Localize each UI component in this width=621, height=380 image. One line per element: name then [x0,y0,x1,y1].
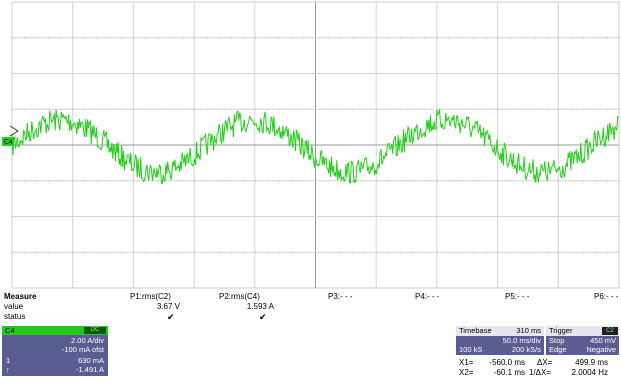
trigger-label: Trigger [549,326,573,335]
measure-param-p2-value: 1.593 A [246,302,274,311]
channel-cursor-1-value: 630 mA [78,356,104,365]
measure-title: Measure [4,292,37,301]
channel-cursor-2-value: -1.491 A [76,365,104,374]
cursor-freq-value: 2.0004 Hz [571,368,608,377]
trace-marker-c4[interactable]: C4 [2,137,14,146]
channel-scale: 2.00 A/div [71,336,104,345]
measure-param-p1-value: 3.67 V [156,302,180,311]
measure-param-p3-name[interactable]: P3:- - - [328,292,353,301]
timebase-descriptor[interactable]: Timebase 310 ms 50.0 ms/div 100 kS 200 k… [456,326,544,355]
measure-param-p6-name[interactable]: P6:- - - [594,292,619,301]
trigger-slope: Negative [586,345,616,354]
measure-row-value-label: value [4,302,24,311]
channel-name: C4 [5,326,15,335]
timebase-delay: 310 ms [516,326,541,335]
measure-row-status-label: status [4,312,26,321]
channel-c4-header: C4 DC [2,326,108,335]
measure-p2-status-check-icon: ✔ [259,312,267,322]
trigger-mode: Stop [549,336,565,345]
cursor-x2-label: X2= [459,368,474,377]
cursor-freq-label: 1/ΔX= [529,368,552,377]
timebase-header: Timebase 310 ms [456,326,544,336]
channel-cursor-1-marker: 1 [6,356,11,365]
trigger-type: Edge [549,345,567,354]
channel-cursor-2-marker: ↑ [6,365,10,374]
cursor-x1-value: -560.0 ms [489,358,525,367]
trigger-header: Trigger C2 [546,326,619,336]
channel-offset: -100 mA ofst [61,345,104,354]
cursor-x2-value: -60.1 ms [493,368,525,377]
timebase-rate: 200 kS/s [511,345,541,354]
measure-param-p1-name[interactable]: P1:rms(C2) [130,292,171,301]
channel-c4-descriptor[interactable]: C4 DC 2.00 A/div -100 mA ofst 1 630 mA ↑… [2,326,108,376]
svg-text:C4: C4 [4,139,13,146]
trigger-channel-badge: C2 [602,327,618,335]
measure-param-p4-name[interactable]: P4:- - - [415,292,440,301]
waveform-c4 [11,109,619,185]
cursor-x1-label: X1= [459,358,474,367]
trigger-level-icon [9,125,19,137]
measure-p1-status-check-icon: ✔ [167,312,175,322]
trigger-level: 450 mV [590,336,616,345]
timebase-scale: 50.0 ms/div [502,336,541,345]
measure-param-p2-name[interactable]: P2:rms(C4) [219,292,260,301]
cursor-dx-label: ΔX= [537,358,553,367]
timebase-samples: 100 kS [459,345,483,354]
scope-display[interactable]: C4 [0,0,621,290]
timebase-label: Timebase [459,326,492,335]
trigger-descriptor[interactable]: Trigger C2 Stop 450 mV Edge Negative [546,326,619,355]
channel-coupling-badge: DC [84,327,106,334]
cursor-dx-value: 499.9 ms [575,358,608,367]
measure-param-p5-name[interactable]: P5:- - - [505,292,530,301]
